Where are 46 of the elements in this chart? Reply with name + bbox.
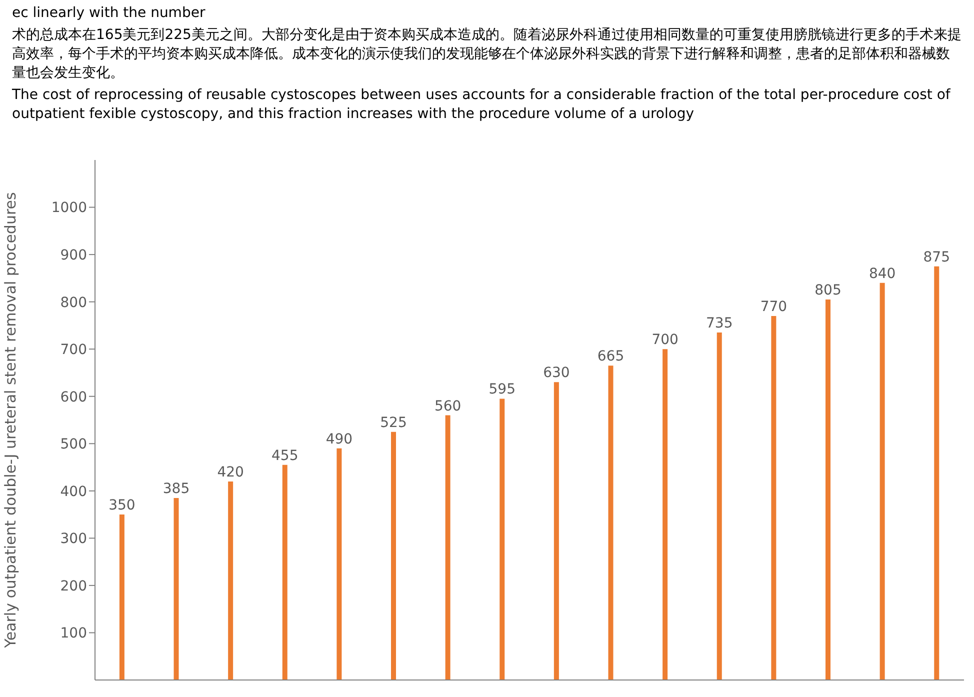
data-label: 420: [217, 464, 244, 480]
text: ec linearly with the number: [12, 4, 206, 23]
data-label: 630: [543, 365, 570, 382]
data-label: 875: [923, 249, 950, 266]
bar: [119, 514, 124, 680]
y-tick-label: 200: [60, 578, 87, 594]
y-axis-title: Yearly outpatient double-J ureteral stent removal procedures: [1, 192, 20, 649]
y-tick-label: 800: [60, 294, 87, 311]
y-tick-label: 300: [60, 531, 87, 548]
data-label: 665: [597, 348, 624, 365]
bar: [174, 498, 179, 680]
bar: [880, 282, 885, 680]
y-tick-label: 500: [60, 436, 87, 453]
y-tick-label: 900: [60, 248, 87, 264]
data-label: 700: [652, 332, 678, 348]
data-label: 490: [326, 431, 353, 448]
bar: [391, 432, 396, 680]
y-tick-label: 100: [60, 626, 87, 642]
bar: [228, 481, 234, 680]
data-label: 770: [760, 299, 788, 315]
bar: [445, 415, 450, 680]
data-label: 595: [488, 382, 516, 398]
data-label: 350: [108, 498, 136, 514]
y-tick-label: 1000: [51, 200, 87, 216]
bar: [554, 382, 559, 680]
bar: [336, 448, 342, 680]
bar: [771, 316, 776, 680]
bar: [608, 366, 614, 680]
bar: [934, 266, 940, 680]
text: 术的总成本在165美元到225美元之间。大部分变化是由于资本购买成本造成的。随着泌尿外科通过使用相同数量的可重复使用膀胱镜进行更多的手术来提高效率，每个手术的平均资本购买成本降低。成本变化的演示使我们的发现能够在个体泌尿外科实践的背景下进行解释和调整，患者的足部体积和器械数量也会发生变化。: [12, 26, 962, 83]
data-label: 805: [814, 282, 842, 298]
text: The cost of reprocessing of reusable cystoscopes between uses accounts for a considerable fraction of the total per-procedure cost of outpatient fexible cystoscopy, and this fraction increases with the procedure volume of a urology: [12, 86, 952, 124]
y-tick-label: 700: [60, 342, 87, 358]
bar: [716, 332, 722, 680]
bar: [500, 398, 505, 680]
data-label: 385: [162, 481, 190, 497]
data-label: 560: [434, 398, 462, 414]
y-tick-label: 400: [60, 484, 87, 500]
bar: [662, 349, 668, 680]
data-label: 840: [868, 266, 896, 282]
bar: [826, 299, 831, 680]
bar: [282, 464, 288, 680]
y-tick-label: 600: [60, 389, 87, 406]
data-label: 455: [272, 448, 298, 464]
data-label: 525: [380, 414, 407, 431]
data-label: 735: [706, 316, 733, 332]
